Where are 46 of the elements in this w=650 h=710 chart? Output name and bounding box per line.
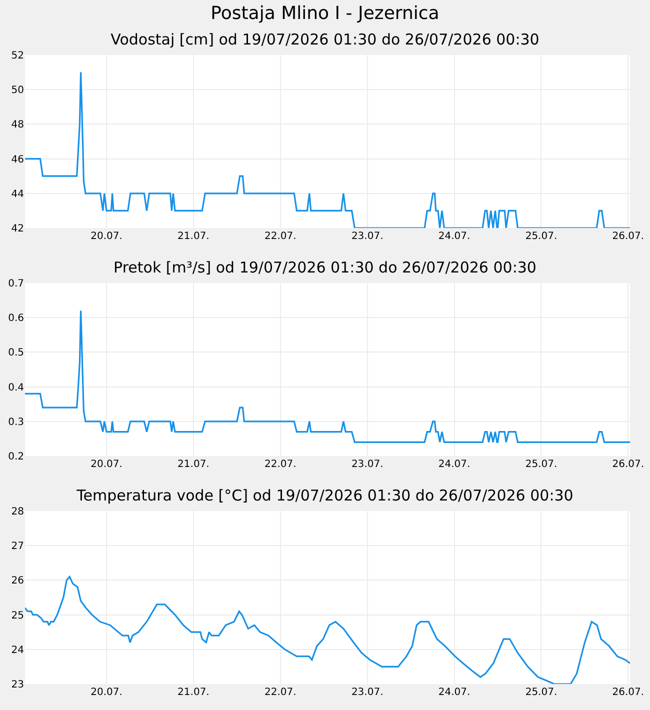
- y-tick-label: 26: [11, 576, 24, 587]
- x-tick-label: 25.07.: [525, 231, 558, 242]
- line-series: [25, 310, 630, 443]
- x-tick-label: 23.07.: [351, 459, 384, 470]
- y-tick-label: 42: [11, 224, 24, 234]
- x-tick-label: 24.07.: [438, 687, 470, 698]
- x-tick-label: 21.07.: [178, 231, 210, 242]
- x-tick-label: 20.07.: [90, 687, 122, 698]
- x-tick-label: 23.07.: [351, 231, 384, 242]
- y-tick-label: 0.2: [8, 452, 24, 462]
- x-tick-label: 25.07.: [525, 687, 558, 698]
- y-tick-label: 46: [11, 154, 24, 166]
- x-tick-label: 26.07.: [612, 459, 644, 470]
- x-tick-label: 24.07.: [438, 231, 470, 242]
- y-tick-label: 48: [11, 120, 24, 131]
- y-tick-label: 0.4: [8, 382, 24, 394]
- x-tick-label: 20.07.: [90, 459, 122, 470]
- x-tick-label: 25.07.: [525, 459, 558, 470]
- y-tick-label: 50: [11, 85, 24, 96]
- x-tick-label: 24.07.: [438, 459, 470, 470]
- y-tick-label: 23: [11, 680, 24, 690]
- x-tick-label: 21.07.: [178, 459, 210, 470]
- x-tick-label: 26.07.: [612, 687, 644, 698]
- y-tick-label: 24: [11, 644, 24, 656]
- chart-title: Postaja Mlino I - Jezernica: [210, 2, 440, 25]
- y-tick-label: 0.7: [8, 278, 24, 290]
- chart-title: Temperatura vode [°C] od 19/07/2026 01:30 do 26/07/2026 00:30: [76, 486, 574, 504]
- line-series: [25, 576, 630, 684]
- x-tick-label: 22.07.: [264, 459, 296, 470]
- chart-subtitle: Vodostaj [cm] od 19/07/2026 01:30 do 26/07/2026 00:30: [110, 30, 540, 48]
- x-tick-label: 20.07.: [90, 231, 122, 242]
- y-tick-label: 25: [11, 610, 24, 622]
- x-tick-label: 22.07.: [264, 231, 296, 242]
- y-tick-label: 27: [11, 541, 24, 552]
- y-tick-label: 0.3: [8, 416, 24, 428]
- y-tick-label: 0.6: [8, 313, 24, 324]
- y-tick-label: 52: [11, 50, 24, 62]
- y-tick-label: 28: [11, 506, 24, 518]
- x-tick-label: 26.07.: [612, 231, 644, 242]
- x-tick-label: 21.07.: [178, 687, 210, 698]
- chart-title: Pretok [m³/s] od 19/07/2026 01:30 do 26/07/2026 00:30: [114, 258, 536, 276]
- x-tick-label: 22.07.: [264, 687, 296, 698]
- y-tick-label: 0.5: [8, 348, 24, 359]
- line-series: [25, 72, 630, 228]
- x-tick-label: 23.07.: [351, 687, 384, 698]
- y-tick-label: 44: [11, 188, 24, 200]
